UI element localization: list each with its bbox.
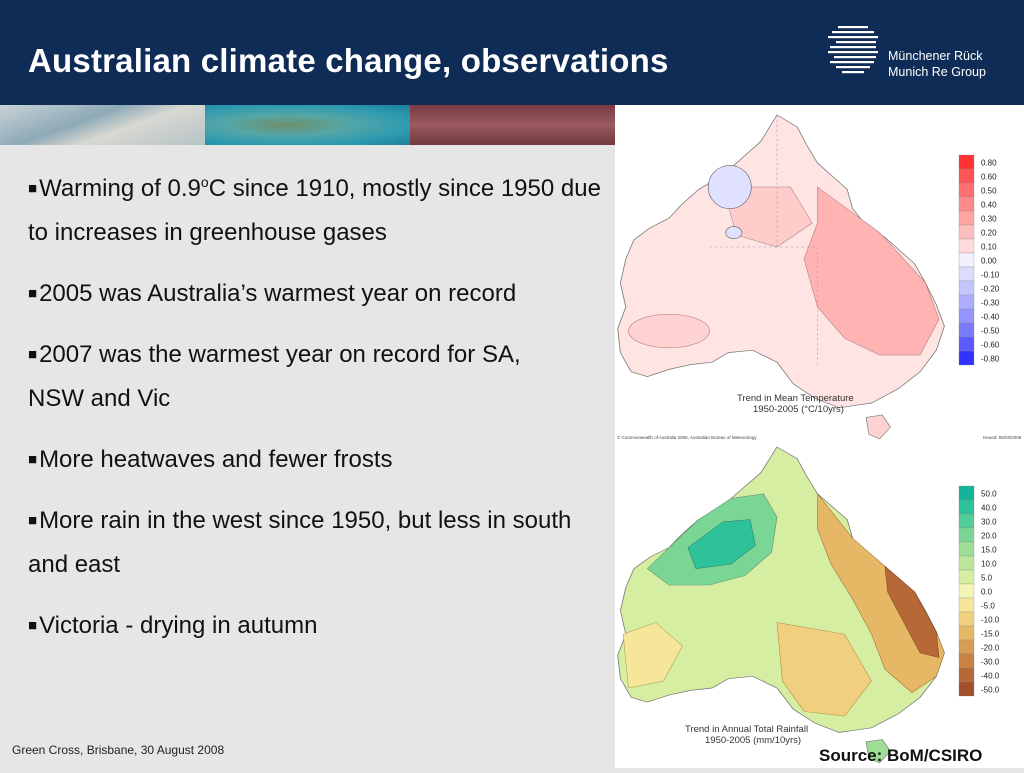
- legend-label: 40.0: [981, 504, 997, 513]
- bullet-item: ■More heatwaves and fewer frosts: [28, 446, 393, 473]
- munich-re-logo: Münchener Rück Munich Re Group: [828, 26, 1018, 80]
- bullet-square-icon: ■: [28, 180, 38, 197]
- footer-text: Green Cross, Brisbane, 30 August 2008: [12, 743, 225, 757]
- legend-swatch: [958, 639, 975, 655]
- legend-swatch: [958, 210, 975, 226]
- maps-panel: 0.80 0.60 0.50 0.40 0.30 0.20 0.10 0.00 -0.10 -0.…: [615, 105, 1024, 768]
- logo-mark-icon: [828, 26, 878, 74]
- legend-swatch: [958, 224, 975, 240]
- legend-label: -0.60: [981, 341, 1000, 350]
- legend-label: 15.0: [981, 546, 997, 555]
- bullet-item: ■More rain in the west since 1950, but l…: [28, 507, 572, 578]
- maps-svg: 0.80 0.60 0.50 0.40 0.30 0.20 0.10 0.00 -0.10 -0.…: [617, 114, 1022, 764]
- legend-label: -0.80: [981, 355, 1000, 364]
- bullet-square-icon: ■: [28, 617, 38, 634]
- bullet-item: ■Warming of 0.9oC since 1910, mostly sin…: [28, 174, 601, 246]
- header-bar: Australian climate change, observations …: [0, 0, 1024, 105]
- legend-label: 0.20: [981, 229, 997, 238]
- legend-swatch: [958, 667, 975, 683]
- legend-label: 10.0: [981, 560, 997, 569]
- legend-swatch: [958, 541, 975, 557]
- legend-label: -50.0: [981, 686, 1000, 695]
- temperature-map-title-1: Trend in Mean Temperature: [737, 393, 854, 404]
- photo-strip: [0, 105, 615, 145]
- legend-swatch: [958, 625, 975, 641]
- legend-swatch: [958, 681, 975, 697]
- slide-title: Australian climate change, observations: [28, 42, 669, 79]
- photo-opera-house: [0, 105, 205, 145]
- legend-label: 20.0: [981, 532, 997, 541]
- legend-swatch: [958, 154, 975, 170]
- legend-label: -15.0: [981, 630, 1000, 639]
- rainfall-map-title-2: 1950-2005 (mm/10yrs): [705, 735, 801, 746]
- legend-swatch: [958, 569, 975, 585]
- legend-swatch: [958, 322, 975, 338]
- legend-swatch: [958, 336, 975, 352]
- legend-label: 5.0: [981, 574, 993, 583]
- source-text: Source: BoM/CSIRO: [819, 746, 983, 765]
- bullet-square-icon: ■: [28, 512, 38, 529]
- legend-label: 0.0: [981, 588, 993, 597]
- photo-reef: [205, 105, 410, 145]
- legend-label: 0.50: [981, 187, 997, 196]
- logo-text: Münchener Rück Munich Re Group: [888, 48, 986, 80]
- legend-swatch: [958, 294, 975, 310]
- legend-label: -0.10: [981, 271, 1000, 280]
- temperature-map: [617, 114, 946, 440]
- legend-swatch: [958, 308, 975, 324]
- bullet-list: ■Warming of 0.9oC since 1910, mostly sin…: [28, 160, 618, 665]
- legend-swatch: [958, 597, 975, 613]
- legend-swatch: [958, 280, 975, 296]
- legend-label: -0.40: [981, 313, 1000, 322]
- legend-label: -5.0: [981, 602, 995, 611]
- legend-swatch: [958, 168, 975, 184]
- legend-label: 0.30: [981, 215, 997, 224]
- legend-label: 0.00: [981, 257, 997, 266]
- legend-label: 50.0: [981, 490, 997, 499]
- legend-label: -30.0: [981, 658, 1000, 667]
- issued-text: Issued: 06/03/2006: [983, 435, 1022, 440]
- photo-uluru: [410, 105, 615, 145]
- bullet-item: ■2005 was Australia’s warmest year on re…: [28, 280, 517, 307]
- rainfall-legend: 50.0 40.0 30.0 20.0 15.0 10.0 5.0 0.0 -5.0 -10.0 -…: [958, 485, 1000, 697]
- copyright-text: © Commonwealth of Australia 2006, Austra…: [617, 434, 757, 440]
- temperature-map-title-2: 1950-2005 (°C/10yrs): [753, 404, 844, 415]
- legend-swatch: [958, 252, 975, 268]
- legend-swatch: [958, 513, 975, 529]
- legend-label: 0.60: [981, 173, 997, 182]
- legend-swatch: [958, 555, 975, 571]
- legend-label: 30.0: [981, 518, 997, 527]
- bullet-item: ■2007 was the warmest year on record for…: [28, 341, 521, 412]
- legend-swatch: [958, 350, 975, 366]
- legend-label: 0.40: [981, 201, 997, 210]
- legend-swatch: [958, 653, 975, 669]
- legend-swatch: [958, 238, 975, 254]
- legend-swatch: [958, 583, 975, 599]
- legend-label: -10.0: [981, 616, 1000, 625]
- bullet-square-icon: ■: [28, 285, 38, 302]
- legend-swatch: [958, 266, 975, 282]
- logo-line-2: Munich Re Group: [888, 65, 986, 79]
- bullet-item: ■Victoria - drying in autumn: [28, 612, 318, 639]
- legend-label: -40.0: [981, 672, 1000, 681]
- legend-label: -0.20: [981, 285, 1000, 294]
- legend-swatch: [958, 499, 975, 515]
- rainfall-map: [617, 446, 946, 764]
- legend-swatch: [958, 182, 975, 198]
- legend-label: 0.80: [981, 159, 997, 168]
- legend-swatch: [958, 611, 975, 627]
- legend-swatch: [958, 485, 975, 501]
- temperature-legend: 0.80 0.60 0.50 0.40 0.30 0.20 0.10 0.00 -0.10 -0.…: [958, 154, 1000, 366]
- rainfall-map-title-1: Trend in Annual Total Rainfall: [685, 724, 808, 735]
- legend-swatch: [958, 196, 975, 212]
- legend-label: -0.50: [981, 327, 1000, 336]
- legend-label: 0.10: [981, 243, 997, 252]
- logo-line-1: Münchener Rück: [888, 49, 983, 63]
- bullet-square-icon: ■: [28, 346, 38, 363]
- legend-label: -20.0: [981, 644, 1000, 653]
- legend-swatch: [958, 527, 975, 543]
- bullet-square-icon: ■: [28, 451, 38, 468]
- legend-label: -0.30: [981, 299, 1000, 308]
